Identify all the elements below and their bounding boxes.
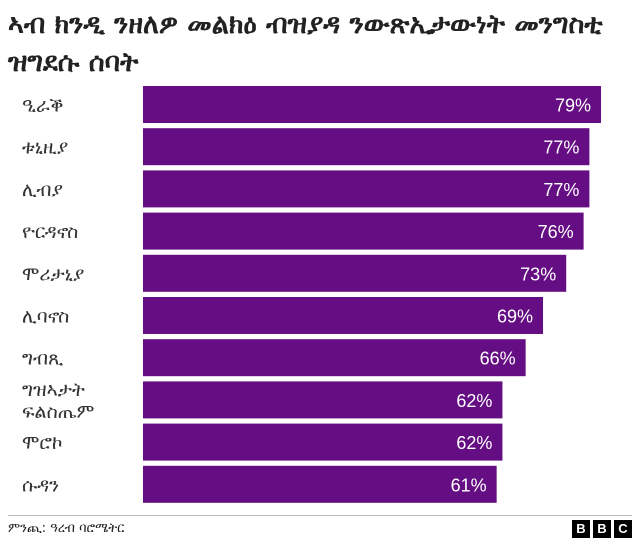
bar-value-label: 77% [543,180,579,200]
bbc-logo: B B C [572,520,632,538]
bar-8 [143,381,503,419]
bar-3 [143,170,590,208]
footer-divider [8,515,632,516]
bar-value-label: 76% [538,222,574,242]
bar-value-label: 62% [456,433,492,453]
bar-2 [143,128,590,166]
source-note: ምንጪ: ዓረብ ባሮሜትር [8,521,125,536]
category-label: ሞሪታኒያ [22,263,84,285]
chart-title: ኣብ ክንዲ ንዘለዎ መልክዕ ብዝያዳ ንውጽኢታውነት መንግስቲ ዝግደ… [8,9,603,78]
bar-6 [143,297,544,334]
bbc-logo-letter-1: B [572,520,590,538]
bar-value-label: 66% [480,349,516,369]
category-label: ሊባኖስ [22,306,69,328]
category-label: ቱኒዚያ [22,137,68,159]
bar-4 [143,212,584,250]
category-label: ዮርዳኖስ [22,221,78,243]
bar-10 [143,465,497,503]
bar-5 [143,254,567,292]
bar-value-label: 73% [520,264,556,284]
bar-1 [143,86,601,123]
bar-value-label: 77% [543,138,579,158]
bar-value-label: 62% [456,391,492,411]
category-label: ሞሮኮ [22,432,62,454]
bar-value-label: 79% [555,96,591,116]
bar-7 [143,339,526,377]
bar-value-label: 61% [451,475,487,495]
bar-9 [143,423,503,461]
bar-value-label: 69% [497,307,533,327]
category-label: ግብጺ [22,348,63,370]
category-label: ግዝኣታት ፍልስጤም [22,379,94,423]
category-label: ሱዳን [22,474,59,496]
category-label: ዒራቕ [22,95,63,117]
category-label: ሊብያ [22,179,63,201]
bbc-logo-letter-2: B [593,520,611,538]
bbc-logo-letter-3: C [614,520,632,538]
